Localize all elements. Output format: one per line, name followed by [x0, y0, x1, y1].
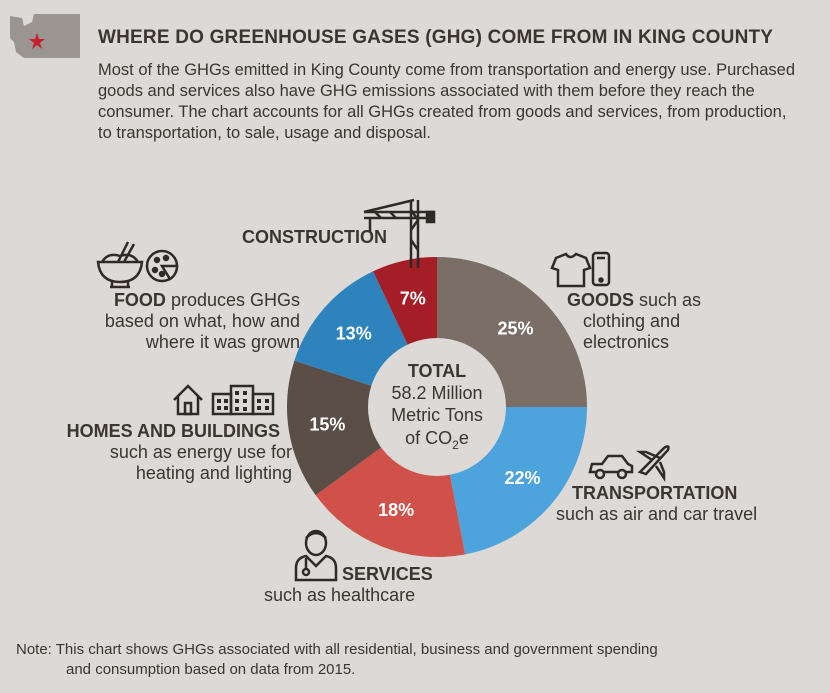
- goods-label: GOODS such as clothing and electronics: [567, 290, 807, 353]
- slice-label-food: 13%: [336, 324, 372, 344]
- footnote: Note: This chart shows GHGs associated w…: [16, 640, 816, 680]
- food-desc-3: where it was grown: [145, 332, 300, 352]
- goods-desc-1: such as: [634, 290, 702, 310]
- washington-state-icon: [10, 14, 80, 58]
- slice-label-construction: 7%: [400, 289, 426, 309]
- crane-icon: [363, 198, 436, 268]
- services-name: SERVICES: [342, 564, 433, 584]
- services-desc-1: such as healthcare: [264, 585, 416, 605]
- homes-name: HOMES AND BUILDINGS: [66, 421, 280, 441]
- bowl-icon: [96, 241, 144, 289]
- slice-homes: [286, 360, 437, 496]
- center-line-3: of CO2e: [405, 428, 469, 452]
- house-icon: [173, 384, 203, 416]
- center-line-3-end: e: [459, 428, 469, 448]
- car-icon: [588, 454, 634, 480]
- page-title: WHERE DO GREENHOUSE GASES (GHG) COME FRO…: [98, 27, 774, 48]
- construction-name: CONSTRUCTION: [242, 227, 387, 247]
- goods-desc-3: electronics: [583, 332, 670, 352]
- donut-center: [368, 338, 506, 476]
- food-desc-2: based on what, how and: [104, 311, 300, 331]
- goods-desc-2: clothing and: [583, 311, 681, 331]
- center-heading: TOTAL: [408, 361, 466, 381]
- homes-desc-2: heating and lighting: [135, 463, 292, 483]
- center-line-3-main: of CO: [405, 428, 452, 448]
- slice-label-goods: 25%: [497, 319, 533, 339]
- food-name: FOOD: [113, 290, 166, 310]
- office-building-icon: [211, 384, 275, 416]
- services-label: SERVICES such as healthcare: [264, 564, 464, 606]
- center-line-2: Metric Tons: [391, 405, 483, 425]
- transportation-label: TRANSPORTATION such as air and car trave…: [556, 483, 816, 525]
- healthcare-worker-icon: [294, 529, 338, 582]
- food-desc-1: produces GHGs: [165, 290, 300, 310]
- goods-name: GOODS: [567, 290, 635, 310]
- footnote-line-1: Note: This chart shows GHGs associated w…: [16, 641, 658, 658]
- slice-label-transportation: 22%: [504, 468, 540, 488]
- intro-paragraph: Most of the GHGs emitted in King County …: [98, 61, 796, 142]
- construction-label: CONSTRUCTION: [242, 227, 387, 248]
- phone-icon: [591, 251, 611, 287]
- star-icon: [29, 33, 45, 49]
- center-line-3-sub: 2: [452, 438, 459, 452]
- slice-label-homes: 15%: [309, 414, 345, 434]
- food-label: FOOD produces GHGs based on what, how an…: [60, 290, 300, 353]
- center-line-1: 58.2 Million: [391, 383, 482, 403]
- slice-label-services: 18%: [378, 500, 414, 520]
- homes-desc-1: such as energy use for: [109, 442, 292, 462]
- transportation-name: TRANSPORTATION: [572, 483, 738, 503]
- homes-label: HOMES AND BUILDINGS such as energy use f…: [20, 421, 292, 484]
- pizza-icon: [145, 249, 179, 283]
- t-shirt-icon: [550, 252, 592, 288]
- footnote-line-2: and consumption based on data from 2015.: [66, 661, 356, 678]
- airplane-icon: [635, 445, 670, 483]
- transportation-desc-1: such as air and car travel: [556, 504, 758, 524]
